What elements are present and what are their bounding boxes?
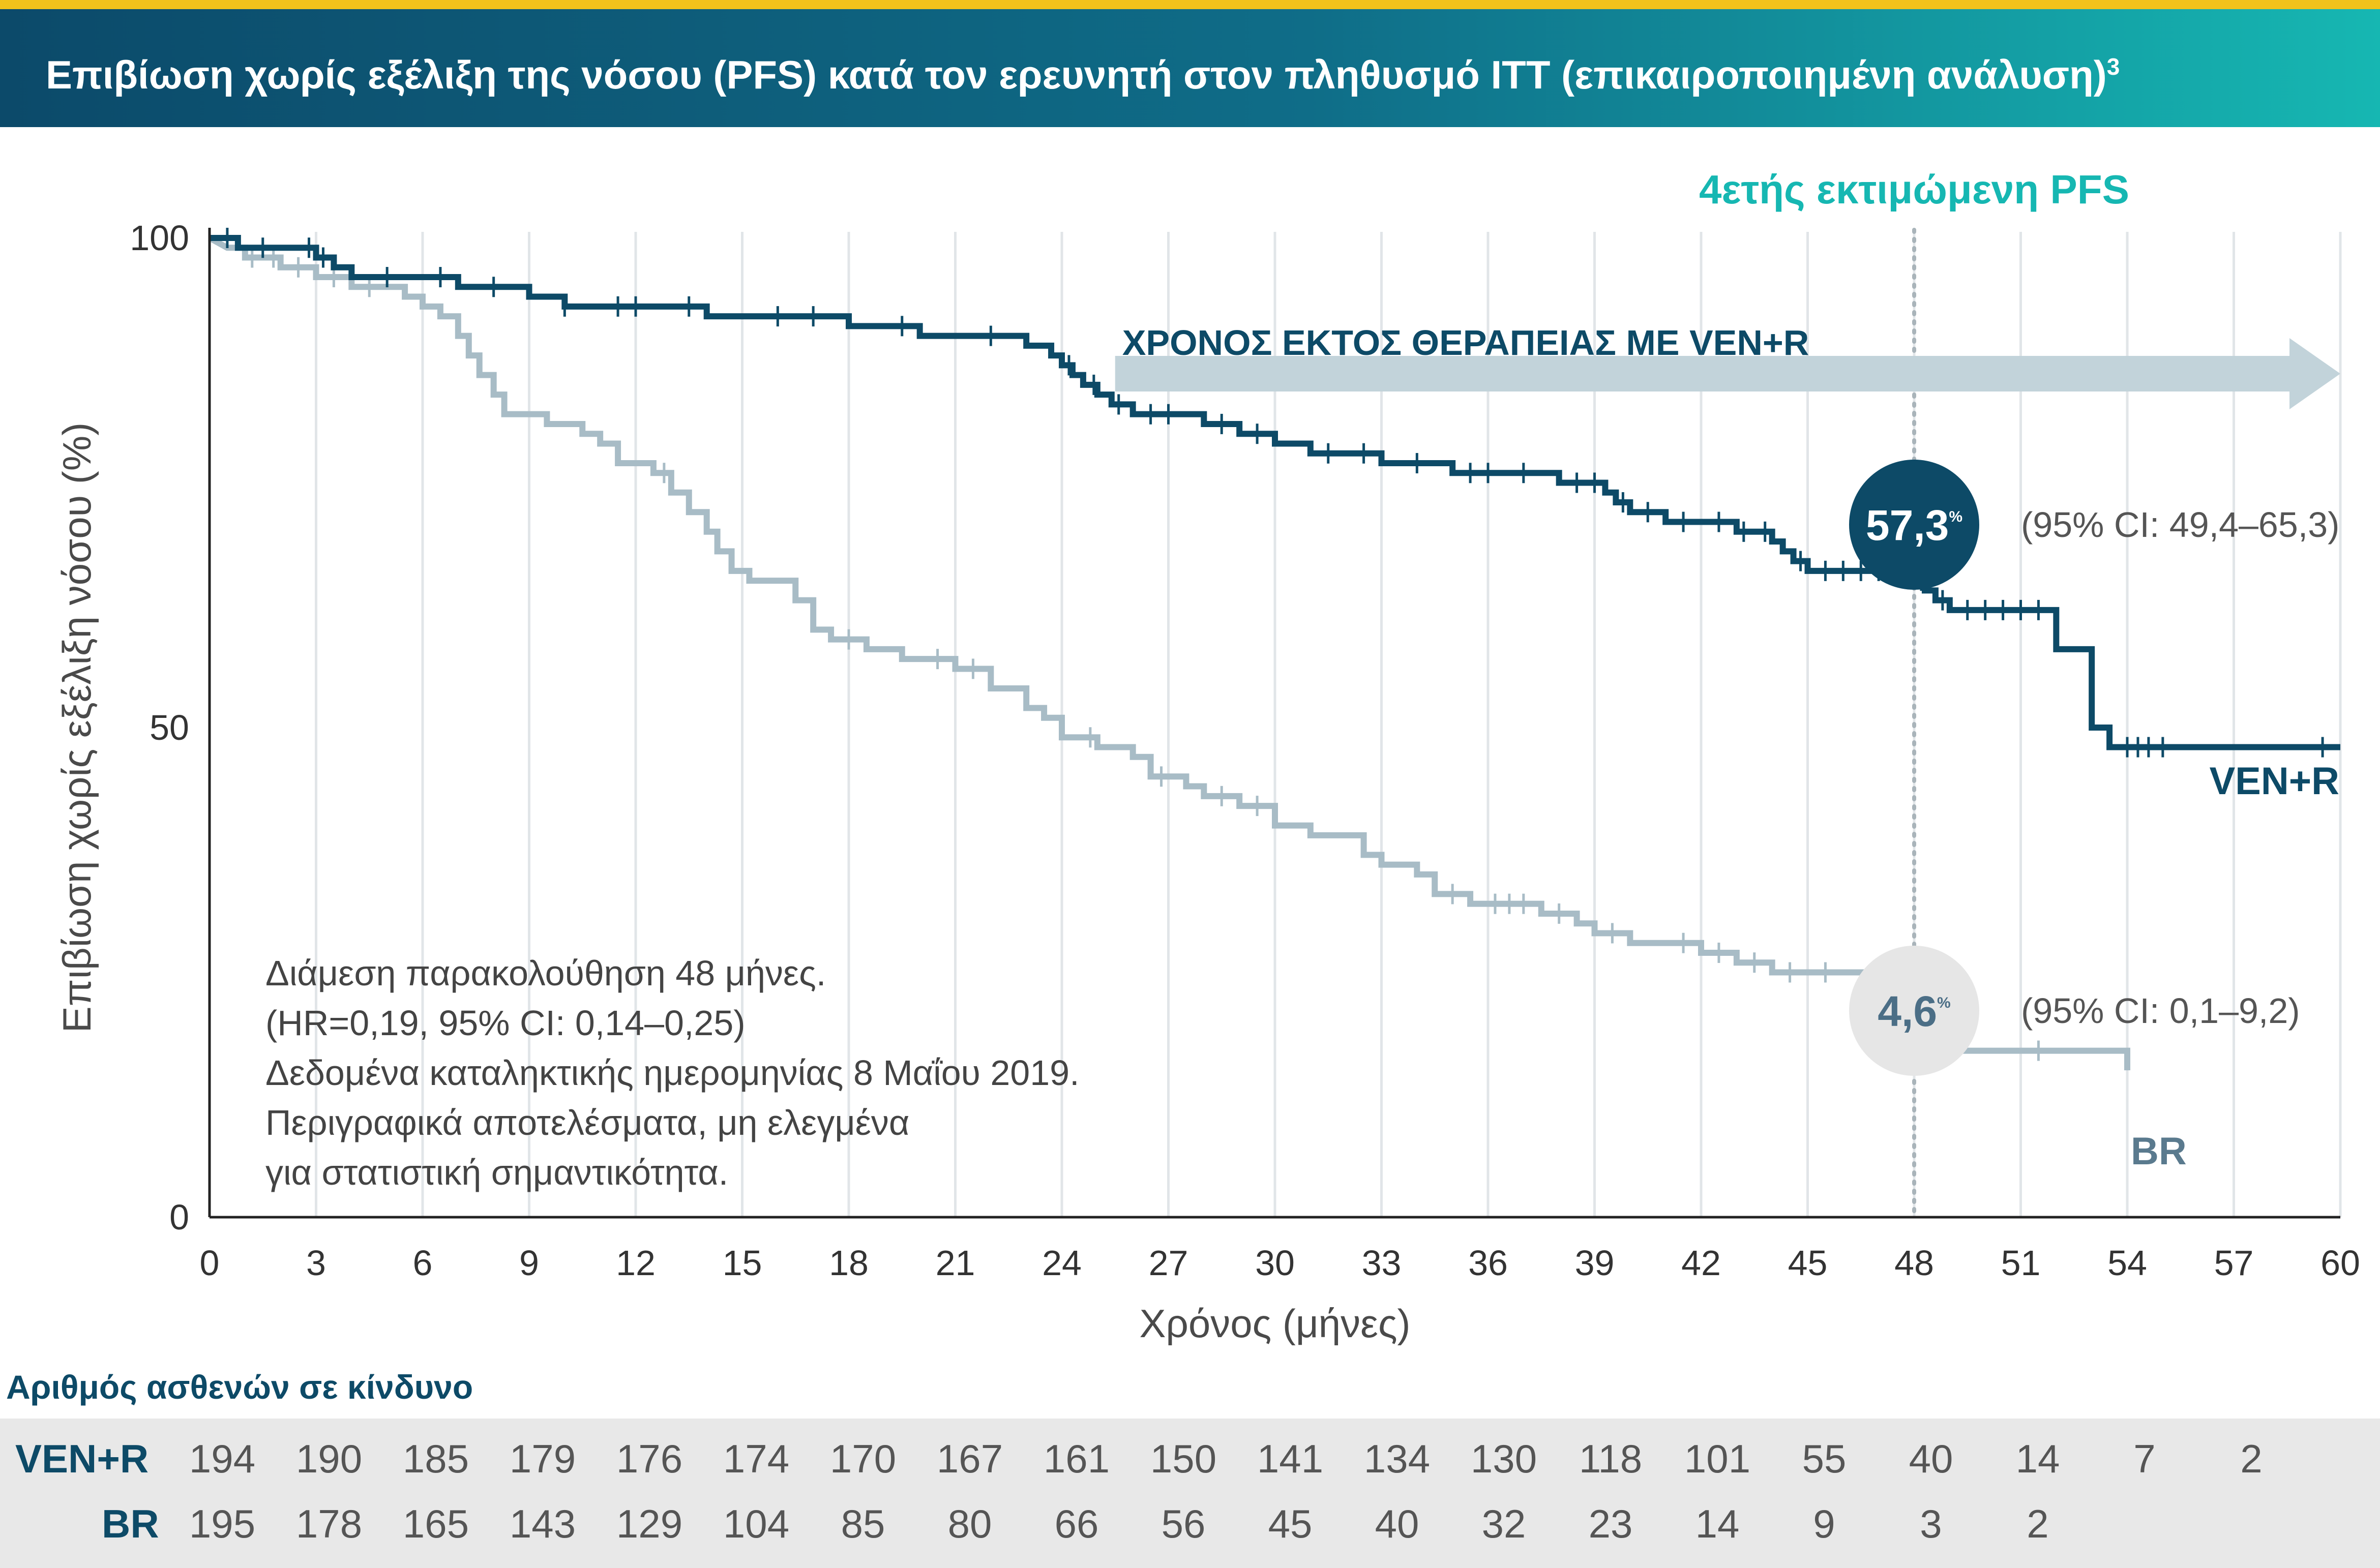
risk-cell: 55	[1802, 1436, 1847, 1481]
km-curve-br	[208, 235, 2130, 1071]
risk-cell: 161	[1043, 1436, 1110, 1481]
x-tick-label: 45	[1788, 1243, 1828, 1283]
x-tick-label: 6	[413, 1243, 433, 1283]
note-line: (HR=0,19, 95% CI: 0,14–0,25)	[265, 1003, 746, 1043]
callout-br-circle	[1849, 946, 1979, 1076]
x-tick-label: 51	[2001, 1243, 2041, 1283]
header-banner: Επιβίωση χωρίς εξέλιξη της νόσου (PFS) κ…	[0, 9, 2380, 127]
risk-cell: 185	[402, 1436, 469, 1481]
risk-cell: 118	[1579, 1436, 1643, 1481]
series-label-br: BR	[2131, 1130, 2187, 1173]
x-tick-label: 54	[2107, 1243, 2147, 1283]
risk-cell: 9	[1813, 1501, 1835, 1546]
y-tick-label: 100	[130, 218, 189, 258]
y-axis-label: Επιβίωση χωρίς εξέλιξη νόσου (%)	[54, 423, 99, 1033]
x-tick-label: 9	[519, 1243, 539, 1283]
callout-venr-value: 57,3%	[1866, 501, 1962, 549]
risk-cell: 40	[1375, 1501, 1419, 1546]
risk-cell: 40	[1909, 1436, 1953, 1481]
x-tick-label: 30	[1255, 1243, 1295, 1283]
x-tick-label: 27	[1149, 1243, 1188, 1283]
risk-cell: 14	[1695, 1501, 1740, 1546]
risk-cell: 56	[1161, 1501, 1206, 1546]
risk-cell: 174	[723, 1436, 790, 1481]
risk-cell: 2	[2240, 1436, 2263, 1481]
top-accent-bar	[0, 0, 2380, 9]
risk-cell: 2	[2027, 1501, 2049, 1546]
x-tick-label: 15	[723, 1243, 762, 1283]
risk-cell: 23	[1588, 1501, 1633, 1546]
risk-cell: 195	[189, 1501, 256, 1546]
risk-cell: 3	[1920, 1501, 1942, 1546]
vertical-gridlines	[315, 232, 2342, 1217]
x-tick-label: 42	[1681, 1243, 1721, 1283]
note-line: Περιγραφικά αποτελέσματα, μη ελεγμένα	[265, 1103, 909, 1142]
off-treatment-arrow: ΧΡΟΝΟΣ ΕΚΤΟΣ ΘΕΡΑΠΕΙΑΣ ΜΕ VEN+R	[1115, 323, 2340, 409]
x-tick-labels: 0 3 6 9 12 15 18 21 24 27 30 33 36 39 42 45 48 51 54 57 60	[200, 1243, 2360, 1283]
risk-cell: 178	[295, 1501, 363, 1546]
x-tick-label: 60	[2320, 1243, 2360, 1283]
risk-table-title: Αριθμός ασθενών σε κίνδυνο	[6, 1368, 473, 1406]
risk-row-label-br: BR	[102, 1501, 159, 1546]
arrow-label: ΧΡΟΝΟΣ ΕΚΤΟΣ ΘΕΡΑΠΕΙΑΣ ΜΕ VEN+R	[1122, 323, 1809, 363]
chart-title: Επιβίωση χωρίς εξέλιξη της νόσου (PFS) κ…	[46, 52, 2120, 97]
risk-cell: 85	[841, 1501, 885, 1546]
callout-br: 4,6% (95% CI: 0,1–9,2)	[1849, 946, 2300, 1076]
four-year-pfs-label: 4ετής εκτιμώμενη PFS	[1699, 167, 2129, 212]
risk-cell: 170	[829, 1436, 897, 1481]
risk-cell: 45	[1268, 1501, 1313, 1546]
x-axis-label: Χρόνος (μήνες)	[1139, 1301, 1410, 1346]
risk-row-label-venr: VEN+R	[15, 1436, 149, 1481]
x-tick-label: 18	[829, 1243, 869, 1283]
series-br	[208, 235, 2130, 1071]
risk-cell: 130	[1470, 1436, 1537, 1481]
note-line: Διάμεση παρακολούθηση 48 μήνες.	[265, 953, 826, 993]
footnotes: Διάμεση παρακολούθηση 48 μήνες. (HR=0,19…	[265, 953, 1080, 1192]
x-tick-label: 3	[306, 1243, 326, 1283]
callout-venr-circle	[1849, 460, 1979, 590]
risk-cell: 14	[2015, 1436, 2060, 1481]
risk-cell: 101	[1684, 1436, 1751, 1481]
risk-cell: 80	[947, 1501, 992, 1546]
risk-cell: 129	[616, 1501, 683, 1546]
risk-cell: 7	[2133, 1436, 2156, 1481]
axes	[208, 228, 2340, 1219]
risk-cell: 143	[509, 1501, 576, 1546]
km-chart: ΧΡΟΝΟΣ ΕΚΤΟΣ ΘΕΡΑΠΕΙΑΣ ΜΕ VEN+R 4ετής εκ…	[54, 167, 2360, 1346]
risk-cell: 66	[1054, 1501, 1099, 1546]
y-tick-label: 0	[169, 1197, 189, 1237]
note-line: για στατιστική σημαντικότητα.	[265, 1153, 728, 1192]
x-tick-label: 48	[1894, 1243, 1934, 1283]
y-tick-label: 50	[150, 708, 189, 747]
x-tick-label: 33	[1362, 1243, 1402, 1283]
risk-cell: 104	[723, 1501, 790, 1546]
x-tick-label: 57	[2214, 1243, 2254, 1283]
series-label-venr: VEN+R	[2209, 760, 2339, 803]
note-line: Δεδομένα καταληκτικής ημερομηνίας 8 Μαΐο…	[265, 1053, 1080, 1093]
risk-cell: 165	[402, 1501, 469, 1546]
risk-cell: 134	[1363, 1436, 1431, 1481]
risk-cell: 150	[1150, 1436, 1217, 1481]
callout-venr-ci: (95% CI: 49,4–65,3)	[2021, 505, 2339, 545]
risk-cell: 190	[295, 1436, 363, 1481]
callout-br-ci: (95% CI: 0,1–9,2)	[2021, 991, 2300, 1031]
y-tick-labels: 0 50 100	[130, 218, 189, 1237]
risk-cell: 176	[616, 1436, 683, 1481]
risk-cell: 141	[1257, 1436, 1324, 1481]
callout-venr: 57,3% (95% CI: 49,4–65,3)	[1849, 460, 2339, 590]
x-tick-label: 0	[200, 1243, 220, 1283]
x-tick-label: 39	[1575, 1243, 1615, 1283]
risk-cell: 167	[936, 1436, 1003, 1481]
arrow-shape	[1115, 338, 2340, 409]
risk-cell: 179	[509, 1436, 576, 1481]
x-tick-label: 12	[616, 1243, 656, 1283]
risk-table: VEN+R BR 194 190 185 179 176 174 170 167 161 150 1…	[0, 1419, 2380, 1568]
risk-cell: 32	[1481, 1501, 1526, 1546]
x-tick-label: 36	[1468, 1243, 1508, 1283]
x-tick-label: 24	[1042, 1243, 1082, 1283]
x-tick-label: 21	[936, 1243, 975, 1283]
risk-cell: 194	[189, 1436, 256, 1481]
callout-br-value: 4,6%	[1878, 987, 1950, 1035]
